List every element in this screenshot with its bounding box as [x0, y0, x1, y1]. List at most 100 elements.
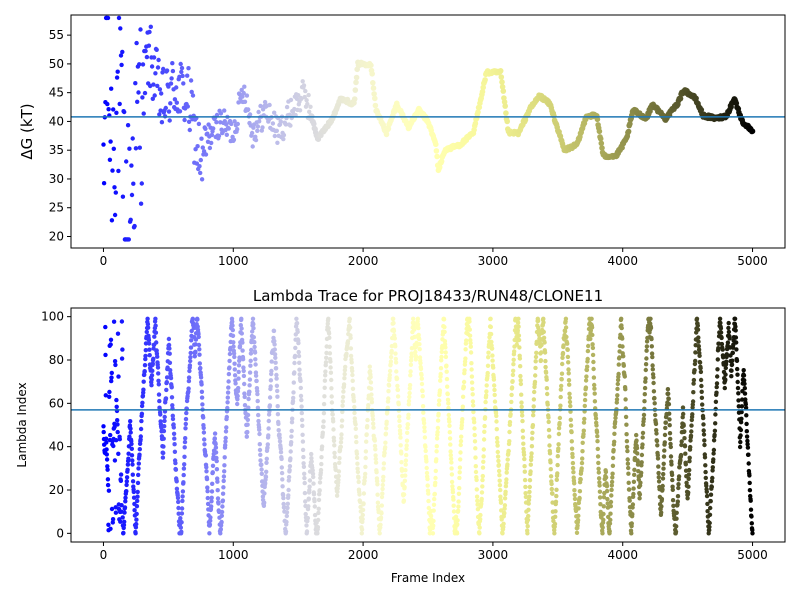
lambda-point	[747, 488, 753, 493]
lambda-point	[176, 511, 181, 516]
lambda-point	[568, 409, 573, 414]
lambda-point	[220, 491, 226, 496]
delta-g-point	[164, 68, 170, 73]
delta-g-point	[498, 74, 505, 80]
delta-g-point	[305, 101, 310, 107]
lambda-point	[375, 500, 381, 505]
lambda-point	[318, 467, 324, 473]
lambda-point	[609, 487, 614, 493]
lambda-point	[582, 403, 587, 409]
lambda-point	[704, 493, 710, 499]
lambda-point	[292, 370, 297, 375]
lambda-point	[423, 444, 428, 450]
delta-g-point	[235, 121, 240, 127]
lambda-point	[235, 397, 240, 402]
delta-g-point	[308, 104, 313, 110]
lambda-point	[417, 336, 422, 342]
lambda-point	[154, 340, 159, 345]
lambda-point	[124, 489, 129, 494]
lambda-point	[227, 358, 232, 364]
lambda-point	[581, 420, 587, 425]
delta-g-point	[137, 145, 142, 150]
lambda-point	[395, 383, 400, 389]
lambda-point	[735, 366, 740, 372]
lambda-point	[509, 392, 514, 398]
lambda-point	[562, 329, 568, 334]
lambda-point	[713, 421, 718, 426]
lambda-point	[275, 388, 280, 394]
lambda-point	[477, 525, 482, 530]
lambda-point	[255, 405, 261, 410]
lambda-point	[364, 439, 369, 444]
lambda-point	[519, 400, 524, 405]
lambda-point	[479, 496, 484, 502]
delta-g-point	[224, 132, 229, 137]
lambda-point	[415, 322, 421, 327]
lambda-point	[431, 502, 437, 507]
lambda-point	[298, 393, 304, 399]
lambda-point	[280, 477, 285, 482]
lambda-point	[272, 352, 278, 357]
lambda-point	[403, 458, 409, 463]
lambda-point	[667, 417, 672, 422]
lambda-point	[275, 412, 281, 417]
lambda-point	[481, 454, 486, 459]
lambda-point	[226, 379, 231, 384]
lambda-point	[264, 456, 269, 461]
lambda-point	[427, 531, 432, 536]
lambda-point	[330, 412, 335, 417]
delta-g-point	[157, 87, 163, 92]
lambda-point	[237, 343, 243, 349]
lambda-point	[449, 466, 454, 471]
lambda-point	[639, 452, 645, 458]
lambda-point	[623, 387, 628, 392]
delta-g-point	[155, 65, 161, 70]
lambda-point	[352, 410, 357, 416]
delta-g-point	[151, 55, 157, 60]
lambda-point	[592, 391, 597, 396]
delta-g-point	[239, 87, 244, 93]
lambda-point	[671, 503, 676, 508]
lambda-point	[409, 351, 414, 356]
lambda-point	[328, 365, 333, 370]
lambda-point	[523, 491, 528, 496]
lambda-point	[405, 430, 410, 435]
lambda-point	[557, 415, 563, 421]
lambda-point	[241, 365, 246, 370]
lambda-point	[434, 444, 439, 449]
lambda-point	[172, 449, 178, 454]
lambda-point	[178, 525, 183, 530]
lambda-point	[437, 388, 443, 393]
lambda-point	[336, 477, 341, 483]
lambda-point	[546, 427, 552, 433]
lambda-point	[699, 389, 704, 394]
lambda-point	[153, 330, 159, 335]
lambda-point	[399, 451, 404, 456]
lambda-point	[485, 370, 490, 376]
lambda-point	[288, 456, 293, 461]
y-tick-label: 30	[49, 172, 64, 186]
lambda-point	[115, 422, 120, 427]
lambda-point	[471, 403, 476, 408]
lambda-point	[380, 482, 385, 488]
lambda-point	[247, 389, 252, 394]
lambda-point	[743, 402, 748, 407]
lambda-point	[703, 475, 708, 481]
lambda-point	[380, 478, 386, 483]
lambda-point	[722, 385, 727, 391]
lambda-point	[696, 339, 701, 344]
lambda-point	[615, 377, 621, 383]
lambda-point	[692, 368, 697, 373]
lambda-point	[236, 369, 241, 375]
lambda-point	[252, 344, 257, 350]
lambda-point	[470, 399, 476, 404]
lambda-point	[273, 366, 279, 371]
lambda-point	[329, 377, 334, 383]
lambda-point	[406, 412, 411, 417]
lambda-point	[542, 340, 547, 345]
lambda-point	[296, 349, 301, 355]
delta-g-point	[116, 168, 121, 174]
lambda-point	[644, 348, 649, 353]
delta-g-point	[288, 97, 294, 103]
x-tick-label: 1000	[218, 548, 249, 562]
